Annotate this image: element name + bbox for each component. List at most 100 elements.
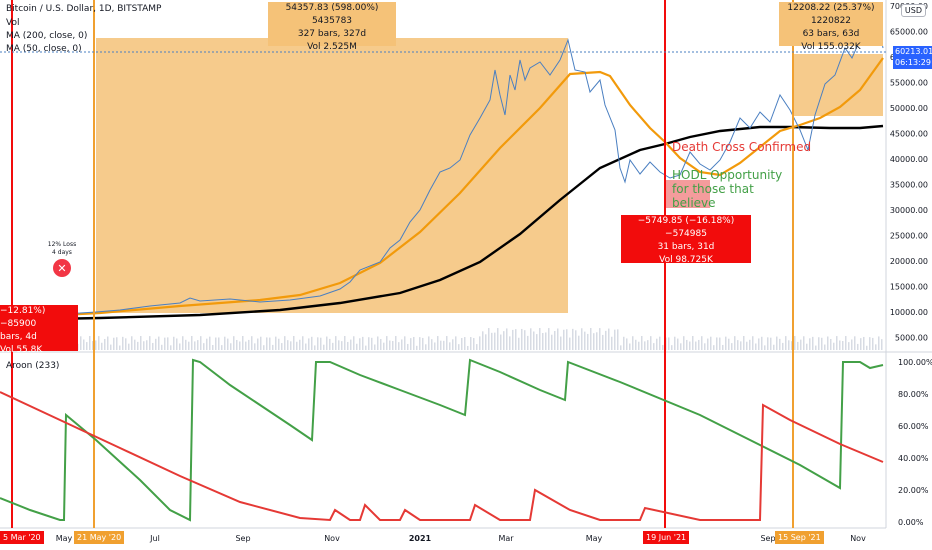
volume-bar xyxy=(230,343,232,350)
volume-bar xyxy=(293,336,295,350)
price-axis-tick: 50000.00 xyxy=(890,104,928,113)
volume-bar xyxy=(338,340,340,350)
volume-bar xyxy=(302,336,304,350)
volume-bar xyxy=(137,341,139,350)
volume-bar xyxy=(158,336,160,350)
volume-bar xyxy=(332,342,334,350)
volume-bar xyxy=(485,334,487,350)
price-line xyxy=(0,13,884,319)
symbol-title[interactable]: Bitcoin / U.S. Dollar, 1D, BITSTAMP xyxy=(6,4,162,14)
loss-note-line2: 4 days xyxy=(52,249,72,256)
range-box-recent[interactable] xyxy=(793,54,883,116)
volume-bar xyxy=(80,336,82,350)
volume-bar xyxy=(497,328,499,350)
volume-bar xyxy=(365,345,367,350)
volume-bar xyxy=(650,336,652,350)
volume-bar xyxy=(803,336,805,350)
volume-bar xyxy=(707,338,709,350)
volume-bar xyxy=(140,336,142,350)
volume-bar xyxy=(848,342,850,350)
volume-bar xyxy=(761,336,763,350)
volume-bar xyxy=(782,342,784,350)
volume-bar xyxy=(632,336,634,350)
volume-bar xyxy=(809,338,811,350)
volume-bar xyxy=(791,341,793,350)
volume-bar xyxy=(257,338,259,350)
hodl-annotation-line1: HODL Opportunity xyxy=(672,168,782,182)
volume-bar xyxy=(281,343,283,350)
legend-ma200[interactable]: MA (200, close, 0) xyxy=(6,31,88,41)
range-box-dip[interactable] xyxy=(666,180,710,208)
volume-bar xyxy=(479,336,481,350)
aroon-axis[interactable]: 100.00% 80.00% 60.00% 40.00% 20.00% 0.00% xyxy=(898,358,932,527)
volume-bar xyxy=(668,337,670,350)
volume-bar xyxy=(839,340,841,350)
volume-bar xyxy=(374,344,376,350)
volume-bar xyxy=(308,338,310,350)
volume-bar xyxy=(287,340,289,350)
volume-bar xyxy=(554,330,556,350)
range-stats-covid-crash: −12.81%) −85900 bars, 4d Vol 55.8K xyxy=(0,305,78,355)
volume-bar xyxy=(470,337,472,350)
volume-bar xyxy=(767,337,769,350)
volume-bar xyxy=(743,336,745,350)
volume-bar xyxy=(611,336,613,350)
volume-bar xyxy=(533,331,535,350)
time-axis-tick: 2021 xyxy=(409,534,432,543)
currency-button[interactable]: USD xyxy=(900,4,926,17)
volume-bar xyxy=(476,344,478,350)
volume-bar xyxy=(653,343,655,350)
legend-vol[interactable]: Vol xyxy=(6,18,20,28)
volume-bar xyxy=(350,339,352,350)
price-axis-tick: 10000.00 xyxy=(890,308,928,317)
price-axis-tick: 15000.00 xyxy=(890,283,928,292)
volume-bar xyxy=(824,344,826,350)
volume-bar xyxy=(95,340,97,350)
volume-bar xyxy=(113,337,115,350)
volume-bar xyxy=(881,339,883,350)
volume-bars xyxy=(2,328,883,350)
volume-bar xyxy=(128,343,130,350)
volume-bar xyxy=(695,341,697,350)
volume-bar xyxy=(836,336,838,350)
volume-bar xyxy=(623,336,625,350)
volume-bar xyxy=(701,336,703,350)
volume-bar xyxy=(812,336,814,350)
volume-bar xyxy=(320,337,322,350)
range-stats-line1: −12.81%) −85900 xyxy=(0,306,46,329)
volume-bar xyxy=(764,345,766,350)
volume-bar xyxy=(500,334,502,350)
volume-bar xyxy=(152,342,154,350)
volume-bar xyxy=(173,336,175,350)
volume-bar xyxy=(467,345,469,350)
range-box-bull-run[interactable] xyxy=(96,38,568,313)
volume-bar xyxy=(212,345,214,350)
volume-bar xyxy=(275,336,277,350)
date-chip-jun21: 19 Jun '21 xyxy=(643,531,690,544)
aroon-label: Aroon (233) xyxy=(6,361,59,371)
volume-bar xyxy=(551,334,553,350)
volume-bar xyxy=(209,336,211,350)
loss-note: 12% Loss 4 days xyxy=(34,241,90,257)
price-axis-tick: 25000.00 xyxy=(890,232,928,241)
time-axis[interactable]: May Jul Sep Nov 2021 Mar May Sep Nov xyxy=(56,534,866,543)
volume-bar xyxy=(404,336,406,350)
volume-bar xyxy=(680,343,682,350)
volume-bar xyxy=(674,336,676,350)
volume-bar xyxy=(587,333,589,350)
volume-bar xyxy=(392,340,394,350)
volume-bar xyxy=(299,339,301,350)
volume-bar xyxy=(170,345,172,350)
time-axis-tick: Nov xyxy=(324,534,340,543)
volume-bar xyxy=(590,328,592,350)
legend-ma50[interactable]: MA (50, close, 0) xyxy=(6,44,82,54)
death-cross-annotation: Death Cross Confirmed xyxy=(672,140,811,154)
volume-bar xyxy=(176,338,178,350)
volume-bar xyxy=(455,336,457,350)
volume-bar xyxy=(131,336,133,350)
date-chip-sep21: 15 Sep '21 xyxy=(775,531,824,544)
volume-bar xyxy=(326,336,328,350)
volume-bar xyxy=(122,336,124,350)
time-axis-tick: Sep xyxy=(760,534,775,543)
